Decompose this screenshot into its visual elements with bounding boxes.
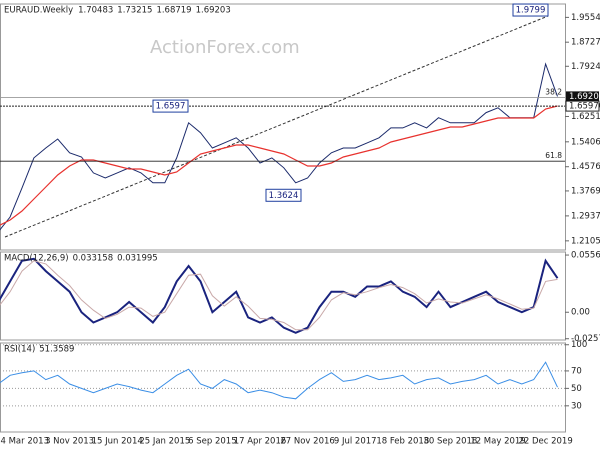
header-value: 0.033158 [73, 254, 114, 264]
panel-frame [0, 342, 566, 433]
x-tick-label: 6 Sep 2015 [188, 437, 236, 447]
price-tag-label: 1.65970 [569, 102, 600, 112]
x-tick-label: 3 Nov 2013 [45, 437, 94, 447]
x-tick-label: 25 Jan 2015 [139, 437, 190, 447]
x-tick-label: 27 Nov 2016 [280, 437, 334, 447]
header-value: 1.73215 [117, 6, 152, 16]
panel-title: EURAUD.Weekly [4, 6, 73, 16]
y-tick-label: 0.055637 [571, 251, 600, 261]
header-value: 51.3589 [39, 345, 74, 355]
x-tick-label: 9 Jul 2017 [334, 437, 377, 447]
x-tick-label: 24 Mar 2013 [0, 437, 49, 447]
panel-title: MACD(12,26,9) [4, 254, 69, 264]
y-tick-label: 1.54060 [571, 137, 600, 147]
y-tick-label: 1.87270 [571, 38, 600, 48]
close-tag-label: 1.69203 [569, 92, 600, 102]
close-tag [566, 91, 599, 102]
y-tick-label: 100 [571, 340, 587, 350]
y-tick-label: 1.29370 [571, 211, 600, 221]
x-tick-label: 17 Apr 2016 [234, 437, 287, 447]
y-tick-label: -0.02576 [571, 334, 600, 344]
panel-frame [0, 3, 566, 251]
y-tick-label: 0.00 [571, 308, 590, 318]
series-line [0, 361, 558, 400]
y-tick-label: 70 [571, 366, 582, 376]
annotation-box [512, 3, 549, 17]
fib-label: 61.8 [545, 151, 562, 160]
trend-line [4, 15, 549, 238]
y-tick-label: 1.95540 [571, 13, 600, 23]
header-value: 0.031995 [117, 254, 158, 264]
y-tick-label: 30 [571, 401, 582, 411]
series-line [0, 260, 558, 331]
x-tick-label: 18 Feb 2018 [376, 437, 429, 447]
fib-label: 38.2 [545, 87, 562, 96]
x-tick-label: 22 Dec 2019 [518, 437, 572, 447]
annotation-label: 1.6597 [156, 102, 186, 112]
series-line [0, 257, 559, 334]
header-value: 1.68719 [156, 6, 191, 16]
header-value: 1.70483 [78, 6, 113, 16]
y-tick-label: 1.37690 [571, 186, 600, 196]
annotation-box [265, 188, 302, 202]
panel-frame [0, 251, 566, 341]
header-value: 1.69203 [196, 6, 231, 16]
annotation-label: 1.9799 [516, 6, 546, 16]
series-line [0, 62, 558, 231]
y-tick-label: 1.62510 [571, 112, 600, 122]
series-line [0, 105, 558, 226]
y-tick-label: 1.45760 [571, 162, 600, 172]
annotation-box [152, 99, 189, 113]
y-tick-label: 1.79240 [571, 62, 600, 72]
x-tick-label: 30 Sep 2018 [423, 437, 477, 447]
annotation-label: 1.3624 [269, 191, 299, 201]
x-tick-label: 12 May 2019 [470, 437, 525, 447]
watermark: ActionForex.com [150, 37, 300, 58]
y-tick-label: 50 [571, 384, 582, 394]
panel-title: RSI(14) [4, 345, 35, 355]
x-tick-label: 15 Jun 2014 [92, 437, 143, 447]
